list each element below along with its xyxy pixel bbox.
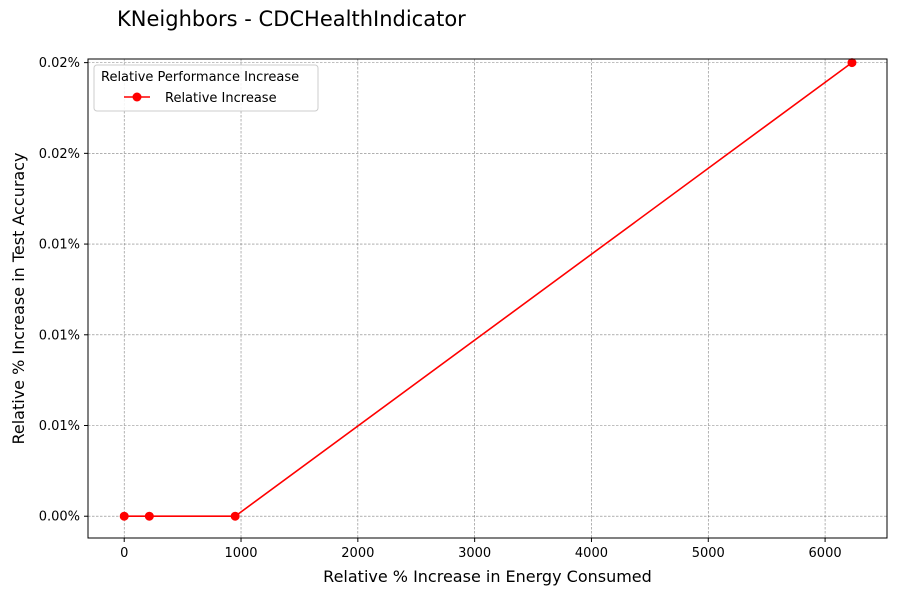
y-tick-label: 0.01% <box>39 238 80 253</box>
x-tick-label: 2000 <box>341 546 374 561</box>
series-layer <box>119 58 857 521</box>
x-tick-label: 1000 <box>224 546 257 561</box>
data-point <box>230 511 240 521</box>
data-point <box>144 511 154 521</box>
x-axis: 0 1000 2000 3000 4000 5000 6000 <box>120 538 842 561</box>
x-tick-label: 4000 <box>575 546 608 561</box>
data-point <box>119 511 129 521</box>
y-tick-label: 0.02% <box>39 56 80 71</box>
x-tick-label: 3000 <box>458 546 491 561</box>
y-tick-label: 0.02% <box>39 147 80 162</box>
legend: Relative Performance Increase Relative I… <box>93 64 319 112</box>
data-point <box>847 58 857 68</box>
grid <box>88 59 887 538</box>
y-tick-label: 0.00% <box>39 510 80 525</box>
x-axis-label: Relative % Increase in Energy Consumed <box>323 567 652 586</box>
legend-title: Relative Performance Increase <box>101 70 299 85</box>
legend-marker-sample <box>132 92 142 102</box>
legend-entry-label: Relative Increase <box>165 91 277 106</box>
x-tick-label: 5000 <box>692 546 725 561</box>
x-tick-label: 6000 <box>809 546 842 561</box>
chart-title: KNeighbors - CDCHealthIndicator <box>117 7 466 31</box>
y-axis-label: Relative % Increase in Test Accuracy <box>9 152 28 444</box>
plot-frame <box>87 58 888 539</box>
y-axis: 0.00% 0.01% 0.01% 0.01% 0.02% 0.02% <box>39 56 88 525</box>
legend-box <box>93 64 319 112</box>
y-tick-label: 0.01% <box>39 328 80 343</box>
y-tick-label: 0.01% <box>39 419 80 434</box>
series-line <box>124 61 853 518</box>
x-tick-label: 0 <box>120 546 128 561</box>
